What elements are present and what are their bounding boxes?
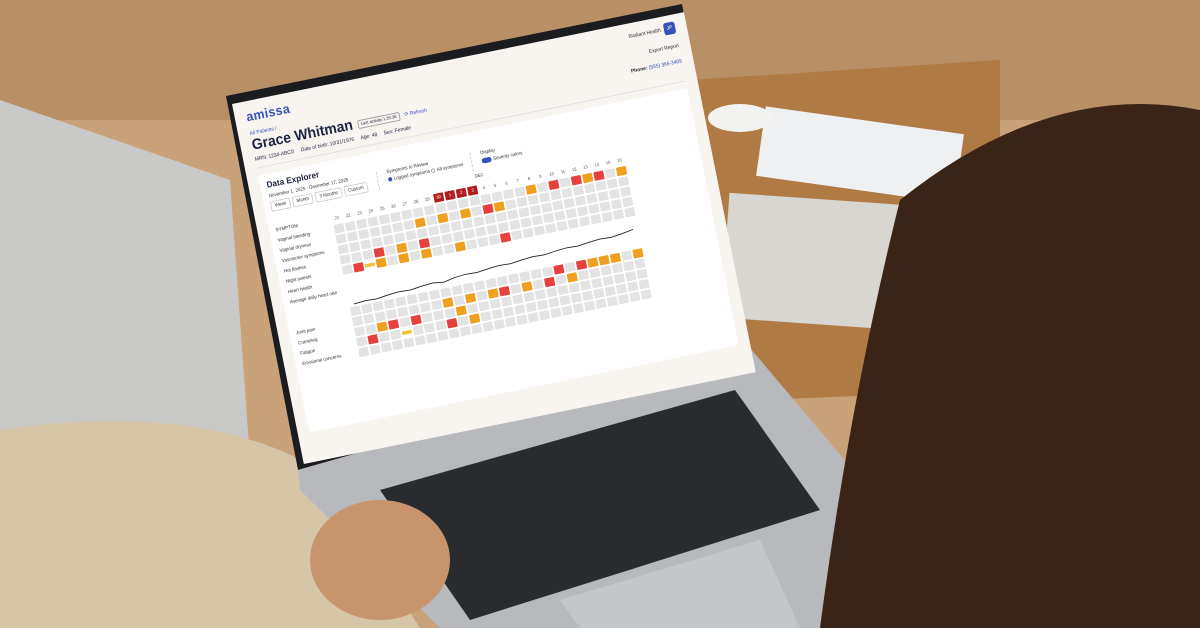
symptom-cell[interactable] <box>595 298 607 309</box>
symptom-cell[interactable] <box>550 307 562 319</box>
range-button[interactable]: 3 Months <box>314 187 343 203</box>
symptom-cell[interactable] <box>640 289 652 300</box>
symptom-cell[interactable] <box>561 305 573 316</box>
symptom-cell[interactable] <box>414 335 426 346</box>
day-label: 27 <box>402 201 408 208</box>
symptom-cell[interactable] <box>448 328 460 339</box>
user-name: Radiant Health <box>628 28 662 40</box>
symptom-row <box>346 213 710 307</box>
symptom-cell[interactable] <box>401 329 413 336</box>
day-label: 23 <box>356 210 363 217</box>
symptom-cell[interactable] <box>471 323 483 335</box>
symptom-cell[interactable] <box>380 342 393 353</box>
day-label: 12 <box>571 166 578 174</box>
range-button[interactable]: Week <box>269 197 292 212</box>
keyboard <box>380 390 820 620</box>
symptom-cell[interactable] <box>516 314 528 326</box>
symptom-cell[interactable] <box>369 344 381 355</box>
heart-rate-line <box>354 228 634 305</box>
symptom-cell[interactable] <box>584 300 596 312</box>
day-label: 13 <box>582 164 589 171</box>
range-button[interactable]: Custom <box>343 181 369 197</box>
symptom-cell[interactable] <box>364 262 376 268</box>
severity-toggle[interactable] <box>481 156 493 164</box>
trackpad <box>560 540 800 628</box>
last-activity-badge: Last activity 1:35:36 <box>356 111 401 129</box>
avatar[interactable]: JP <box>662 21 677 36</box>
earbuds-case <box>708 104 772 132</box>
day-label: 7 <box>516 178 520 185</box>
data-explorer-panel: Data Explorer November 1, 2025 - Decembe… <box>258 88 739 433</box>
export-report-button[interactable]: Export Report <box>648 43 680 55</box>
symptom-cell[interactable] <box>425 332 438 344</box>
range-button[interactable]: Month <box>291 192 315 208</box>
symptom-cell[interactable] <box>391 339 404 351</box>
day-label: 6 <box>504 180 509 187</box>
refresh-label: Refresh <box>409 108 428 117</box>
symptom-cell[interactable] <box>629 291 641 303</box>
day-label: 11 <box>560 169 566 176</box>
radio-all[interactable] <box>430 168 436 174</box>
day-label: 10 <box>548 171 555 178</box>
symptom-cell[interactable] <box>527 312 539 323</box>
day-label: 16 <box>616 157 623 164</box>
day-label: 14 <box>594 162 600 169</box>
symptom-cell[interactable] <box>358 346 370 358</box>
day-label: 22 <box>345 212 352 219</box>
day-label: 28 <box>413 199 419 206</box>
symptom-cell[interactable] <box>482 321 494 332</box>
symptom-cell[interactable] <box>493 319 506 330</box>
symptom-cell[interactable] <box>459 325 472 337</box>
radio-logged[interactable] <box>387 176 393 182</box>
day-label: 25 <box>379 205 386 213</box>
symptom-cell[interactable] <box>504 316 517 328</box>
day-label: 5 <box>493 183 497 189</box>
day-label: 15 <box>605 160 611 167</box>
symptom-cell[interactable] <box>403 337 415 348</box>
age: Age: 48 <box>360 132 378 142</box>
symptom-cell[interactable] <box>606 296 619 307</box>
day-label: 8 <box>527 176 531 182</box>
hand <box>310 500 450 620</box>
symptom-cell[interactable] <box>538 309 551 321</box>
day-label: 26 <box>390 203 397 210</box>
person-hair <box>820 104 1200 628</box>
day-label: 4 <box>482 185 486 192</box>
day-label: 21 <box>334 215 340 222</box>
symptom-cell[interactable] <box>572 302 585 314</box>
sex: Sex: Female <box>383 125 412 137</box>
day-label: 29 <box>424 196 431 203</box>
day-label: 24 <box>368 208 374 215</box>
heart-rate-series <box>354 228 634 305</box>
symptom-cell[interactable] <box>437 330 449 342</box>
refresh-button[interactable]: ⟳ Refresh <box>404 108 428 119</box>
notebook <box>756 106 964 204</box>
symptom-cell[interactable] <box>617 293 630 305</box>
day-label: 9 <box>538 174 543 180</box>
laptop-screen: amissa Radiant Health JP Export Report Ph… <box>232 12 756 464</box>
